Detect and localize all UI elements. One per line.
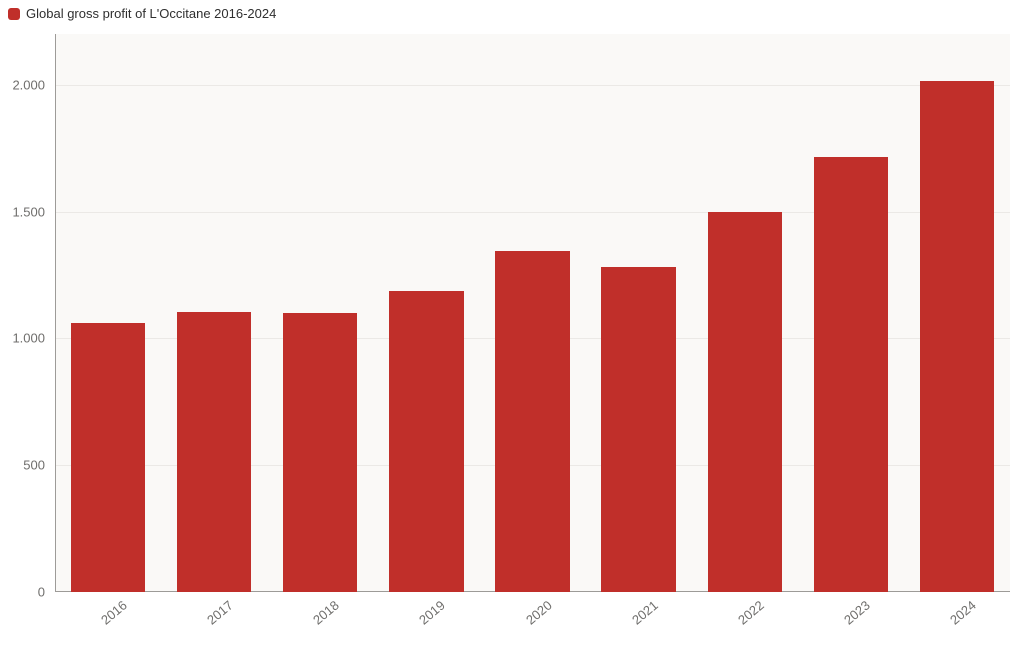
legend: Global gross profit of L'Occitane 2016-2…	[8, 6, 276, 21]
x-axis-tick-label: 2022	[727, 588, 767, 627]
bar	[177, 312, 251, 592]
bar	[283, 313, 357, 592]
y-axis-line	[55, 34, 56, 592]
bar	[389, 291, 463, 592]
y-axis-tick-label: 1.500	[12, 204, 55, 219]
bar	[920, 81, 994, 592]
y-axis-tick-label: 1.000	[12, 331, 55, 346]
x-axis-tick-label: 2016	[90, 588, 130, 627]
bar	[495, 251, 569, 592]
bar	[814, 157, 888, 592]
legend-label: Global gross profit of L'Occitane 2016-2…	[26, 6, 276, 21]
bar	[601, 267, 675, 592]
legend-swatch	[8, 8, 20, 20]
x-axis-tick-label: 2023	[833, 588, 873, 627]
bar-chart: 0 500 1.000 1.500 2.000 2016 2017 2018 2019 2020 2…	[0, 28, 1020, 650]
y-axis-tick-label: 2.000	[12, 77, 55, 92]
x-axis-tick-label: 2024	[939, 588, 979, 627]
x-axis-tick-label: 2018	[303, 588, 343, 627]
x-axis-tick-label: 2017	[196, 588, 236, 627]
plot-area: 05001.0001.5002.000201620172018201920202…	[55, 34, 1010, 592]
x-axis-tick-label: 2021	[621, 588, 661, 627]
bar	[708, 212, 782, 592]
x-axis-tick-label: 2020	[515, 588, 555, 627]
y-axis-tick-label: 500	[23, 458, 55, 473]
bar	[71, 323, 145, 592]
gridline	[55, 85, 1010, 86]
y-axis-tick-label: 0	[38, 585, 55, 600]
x-axis-tick-label: 2019	[409, 588, 449, 627]
